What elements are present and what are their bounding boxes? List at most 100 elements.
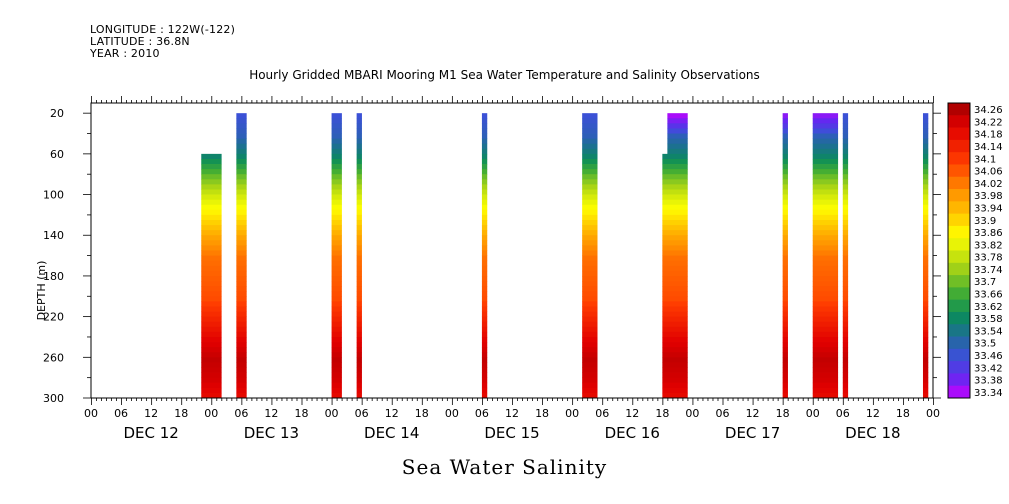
data-cell [356,118,362,124]
data-cell [356,367,362,373]
data-cell [236,143,247,150]
data-cell [812,235,839,241]
data-cell [842,113,849,119]
x-tick-label: 00 [565,407,579,420]
colorbar-swatch [948,299,970,313]
data-cell [201,311,222,318]
data-cell [922,225,929,231]
data-cell [842,148,849,155]
data-cell [582,281,598,287]
x-tick-label: 00 [806,407,820,420]
data-cell [481,281,488,287]
data-cell [667,387,688,394]
data-cell [236,382,247,389]
data-cell [236,219,247,226]
data-cell [356,225,362,231]
data-cell [481,184,488,190]
data-cell [331,245,342,251]
data-cell [331,296,342,302]
data-cell [201,321,222,328]
data-cell [331,387,342,394]
data-cell [667,133,688,140]
data-cell [782,123,788,129]
data-cell [236,174,247,180]
data-cell [667,118,688,124]
data-cell [331,342,342,348]
data-cell [812,184,839,190]
data-cell [812,214,839,221]
data-cell [842,189,849,195]
data-cell [236,138,247,145]
data-cell [481,286,488,292]
data-cell [236,296,247,302]
data-cell [922,286,929,292]
data-cell [481,367,488,373]
data-cell [812,296,839,302]
data-cell [331,128,342,134]
data-cell [667,260,688,267]
colorbar-swatch [948,336,970,350]
data-cell [842,306,849,312]
data-cell [331,214,342,221]
data-cell [782,219,788,226]
data-cell [782,204,788,211]
colorbar-swatch [948,238,970,251]
data-cell [922,184,929,190]
longitude-label: LONGITUDE : 122W(-122) [90,23,236,36]
data-cell [662,204,668,211]
data-cell [842,347,849,353]
data-cell [331,240,342,246]
data-cell [201,281,222,287]
data-cell [356,169,362,175]
data-cell [356,326,362,333]
data-cell [667,235,688,241]
colorbar-label: 34.1 [974,154,996,165]
data-cell [236,245,247,251]
data-cell [356,133,362,140]
data-cell [842,301,849,307]
data-cell [331,336,342,343]
data-cell [236,326,247,333]
data-cell [842,296,849,302]
data-cell [782,357,788,363]
data-cell [842,270,849,277]
data-cell [481,316,488,323]
data-cell [842,275,849,282]
data-cell [782,392,788,399]
data-cell [662,153,668,160]
data-cell [782,189,788,195]
data-cell [356,113,362,119]
data-cell [782,316,788,323]
data-cell [201,347,222,353]
data-cell [667,336,688,343]
data-cell [922,281,929,287]
colorbar-label: 34.14 [974,142,1003,153]
data-cell [331,169,342,175]
data-cell [331,392,342,399]
data-cell [922,260,929,267]
data-cell [922,275,929,282]
data-cell [236,270,247,277]
data-cell [842,255,849,262]
data-cell [922,306,929,312]
data-cell [201,230,222,236]
data-cell [236,331,247,338]
data-cell [582,169,598,175]
data-cell [662,306,668,312]
data-cell [782,255,788,262]
data-cell [667,158,688,165]
data-cell [842,311,849,318]
data-cell [236,377,247,384]
data-cell [356,179,362,185]
data-cell [481,153,488,160]
data-cell [201,194,222,201]
data-cell [782,148,788,155]
data-cell [582,184,598,190]
data-cell [667,301,688,307]
data-cell [331,199,342,206]
data-cell [356,377,362,384]
data-cell [667,306,688,312]
data-cell [236,301,247,307]
colorbar-frame [947,102,971,399]
data-cell [331,255,342,262]
